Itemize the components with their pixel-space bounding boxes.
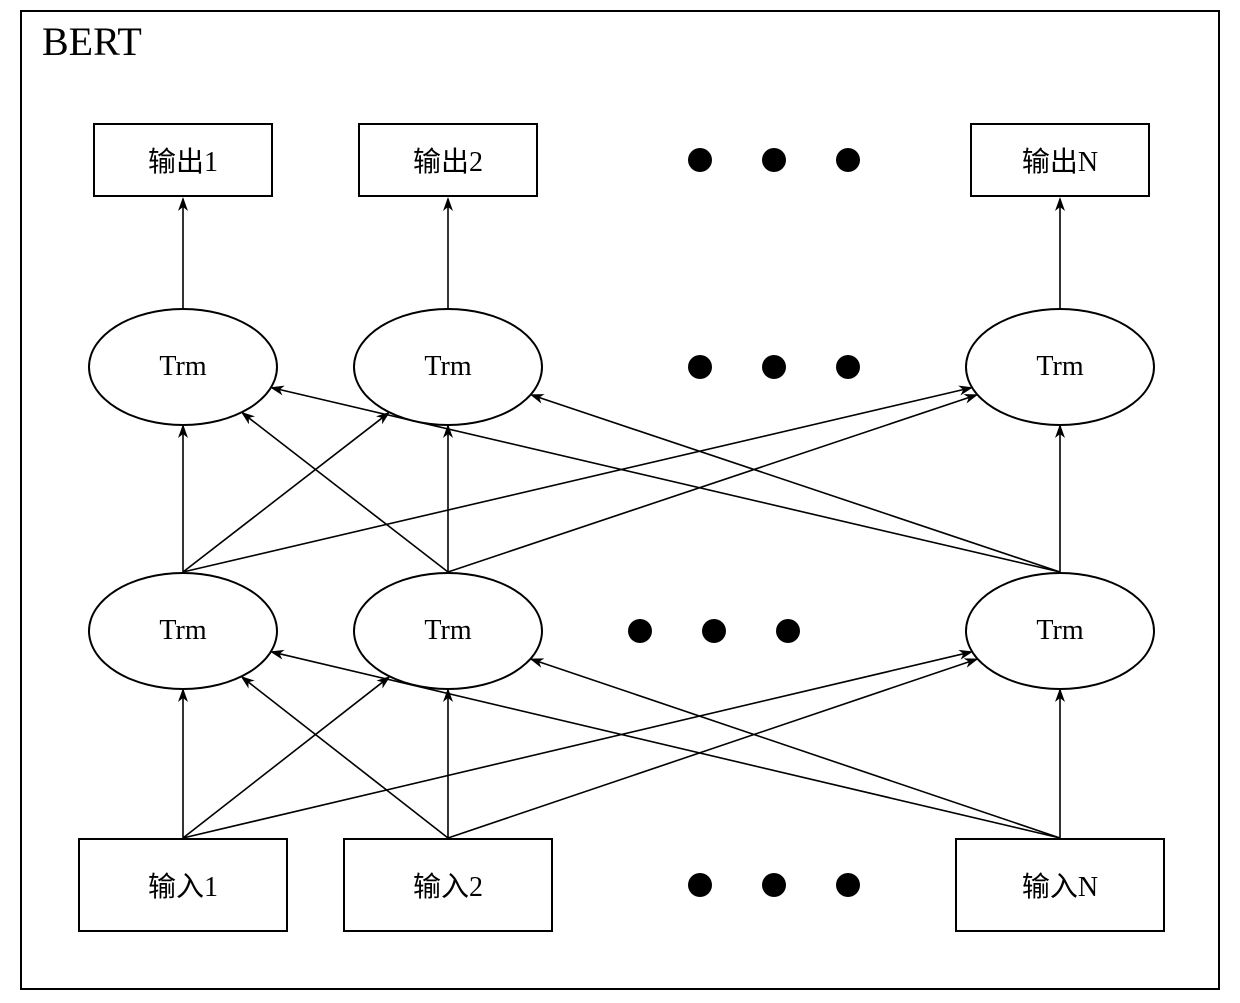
node-out2: 输出2: [358, 123, 538, 197]
ellipsis-dot: [628, 619, 652, 643]
node-t2c: Trm: [965, 308, 1155, 426]
ellipsis-dot: [836, 873, 860, 897]
diagram-title: BERT: [42, 18, 142, 65]
ellipsis-dot: [688, 148, 712, 172]
ellipsis-dot: [702, 619, 726, 643]
node-t2a: Trm: [88, 308, 278, 426]
ellipsis-dot: [688, 873, 712, 897]
node-t1a: Trm: [88, 572, 278, 690]
ellipsis-dot: [762, 355, 786, 379]
node-inN: 输入N: [955, 838, 1165, 932]
node-t2b: Trm: [353, 308, 543, 426]
ellipsis-dot: [762, 873, 786, 897]
ellipsis-dot: [836, 148, 860, 172]
node-out1: 输出1: [93, 123, 273, 197]
node-in2: 输入2: [343, 838, 553, 932]
node-t1c: Trm: [965, 572, 1155, 690]
ellipsis-dot: [776, 619, 800, 643]
ellipsis-dot: [762, 148, 786, 172]
bert-diagram: BERT 输出1 输出2 输出N Trm Trm Trm Trm Trm Trm 输入1 输入2 输入…: [0, 0, 1240, 1003]
node-outN: 输出N: [970, 123, 1150, 197]
ellipsis-dot: [836, 355, 860, 379]
node-in1: 输入1: [78, 838, 288, 932]
node-t1b: Trm: [353, 572, 543, 690]
ellipsis-dot: [688, 355, 712, 379]
